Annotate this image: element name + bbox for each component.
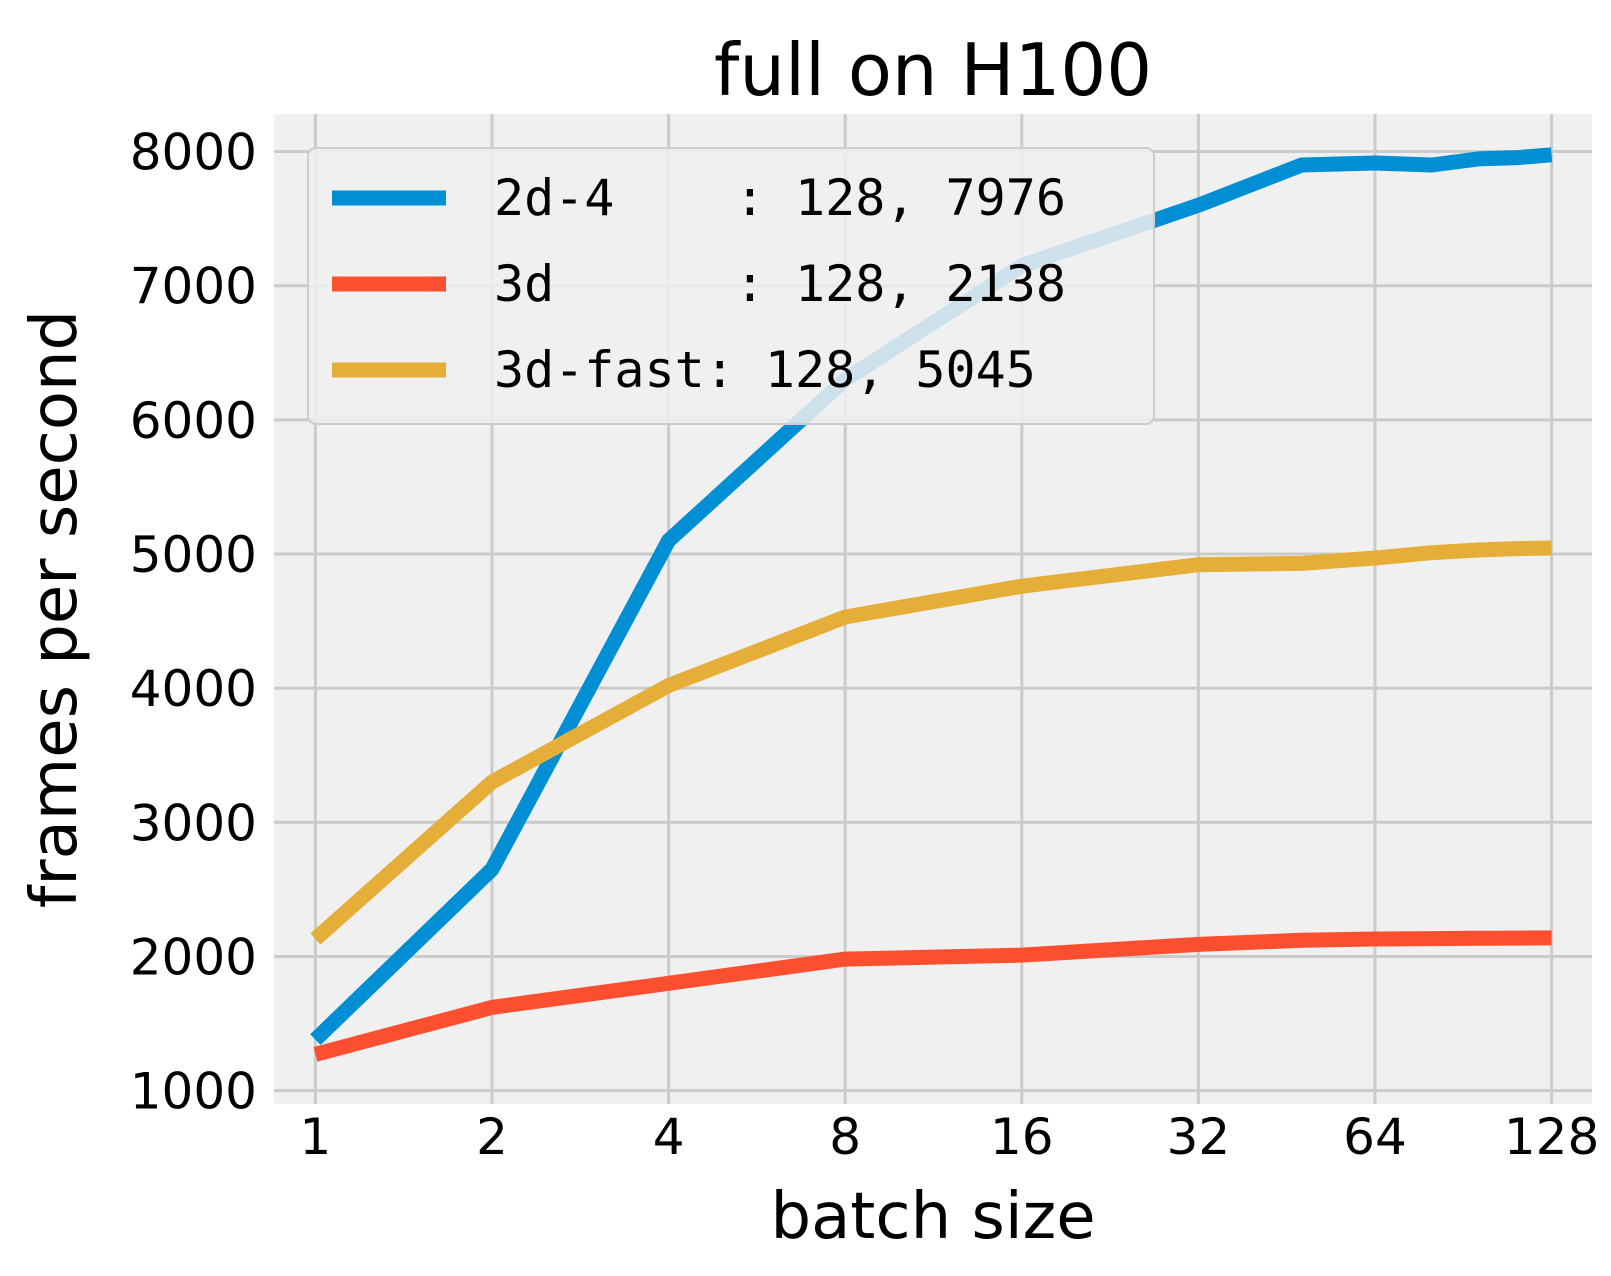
y-tick-label: 2000 (130, 928, 257, 986)
legend-label-3d: 3d : 128, 2138 (494, 255, 1066, 313)
legend-label-2d-4: 2d-4 : 128, 7976 (494, 169, 1066, 227)
x-tick-label: 32 (1167, 1108, 1231, 1166)
legend-label-3d-fast: 3d-fast: 128, 5045 (494, 341, 1036, 399)
x-tick-label: 4 (653, 1108, 685, 1166)
legend-box (307, 147, 1155, 425)
y-axis-label: frames per second (18, 310, 92, 908)
y-tick-label: 4000 (130, 660, 257, 718)
x-axis-ticks: 1 2 4 8 16 32 64 128 (299, 1108, 1599, 1166)
y-tick-label: 1000 (130, 1063, 257, 1121)
y-tick-label: 7000 (130, 258, 257, 316)
y-tick-label: 5000 (130, 526, 257, 584)
series-line-2d-4 (310, 147, 1553, 1045)
y-tick-label: 8000 (130, 124, 257, 182)
x-tick-label: 16 (990, 1108, 1054, 1166)
x-tick-label: 128 (1504, 1108, 1599, 1166)
x-tick-label: 1 (299, 1108, 331, 1166)
legend: 2d-4 : 128, 7976 3d : 128, 2138 3d-fast: 1… (307, 147, 1155, 425)
y-axis-ticks: 1000 2000 3000 4000 5000 6000 7000 8000 (130, 124, 257, 1121)
x-tick-label: 8 (829, 1108, 861, 1166)
series-layer (310, 147, 1553, 1062)
x-axis-label: batch size (770, 1180, 1095, 1254)
series-line-3d (313, 930, 1552, 1062)
x-tick-label: 64 (1343, 1108, 1407, 1166)
y-tick-label: 6000 (130, 392, 257, 450)
y-tick-label: 3000 (130, 794, 257, 852)
x-tick-label: 2 (476, 1108, 508, 1166)
series-line-3d-fast (310, 540, 1552, 945)
chart-title: full on H100 (714, 28, 1152, 112)
